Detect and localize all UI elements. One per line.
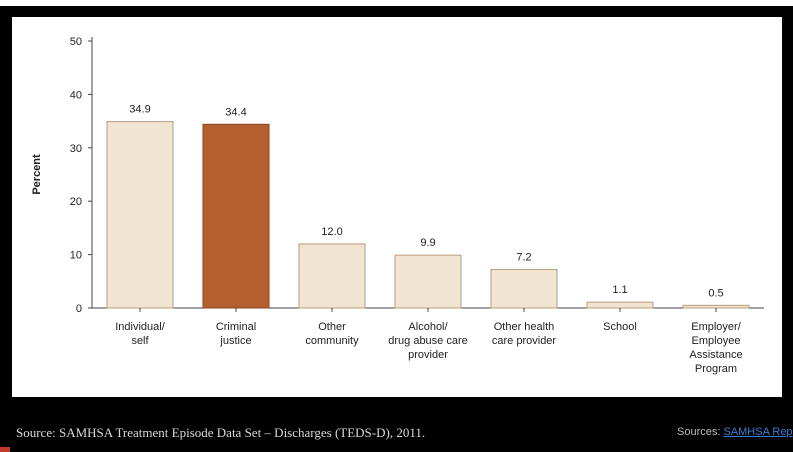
y-tick-label: 10 (70, 250, 82, 262)
y-axis-title: Percent (31, 154, 43, 195)
x-tick-label: Other community (305, 321, 359, 347)
bar-chart: 0 10 20 30 40 50 Percent 34.9 Individual/self 34.… (31, 36, 764, 375)
y-tick-label: 0 (76, 303, 82, 315)
corner-accent (0, 447, 10, 452)
bar (682, 304, 750, 309)
x-tick-label: School (603, 321, 637, 333)
y-tick-label: 50 (70, 36, 82, 48)
bar (490, 269, 558, 309)
x-tick-label: Criminal justice (216, 321, 256, 347)
bar (298, 243, 366, 309)
y-tick-label: 20 (70, 196, 82, 208)
y-tick-label: 30 (70, 143, 82, 155)
credit-prefix: Sources: (677, 426, 724, 438)
bar (106, 121, 174, 309)
top-edge-strip (0, 0, 793, 6)
bar (202, 123, 270, 309)
data-label: 1.1 (612, 284, 627, 296)
credit-link[interactable]: SAMHSA Rep (723, 426, 793, 438)
chart-panel: 0 10 20 30 40 50 Percent 34.9 Individual/self 34.… (12, 17, 782, 397)
data-label: 9.9 (420, 237, 435, 249)
credit-line: Sources: SAMHSA Rep (677, 426, 793, 438)
source-caption: Source: SAMHSA Treatment Episode Data Se… (16, 425, 426, 440)
data-label: 7.2 (516, 252, 531, 264)
data-label: 12.0 (321, 226, 342, 238)
data-label: 34.9 (129, 104, 150, 116)
x-tick-label: Individual/self (115, 321, 165, 347)
data-label: 34.4 (225, 106, 246, 118)
bar (586, 301, 654, 309)
y-tick-label: 40 (70, 89, 82, 101)
bar (394, 254, 462, 309)
x-tick-label: Other health care provider (492, 321, 557, 347)
x-tick-label: Employer/Employee Assistance Program (689, 321, 742, 375)
x-tick-label: Alcohol/drug abuse care provider (388, 321, 468, 361)
data-label: 0.5 (708, 287, 723, 299)
